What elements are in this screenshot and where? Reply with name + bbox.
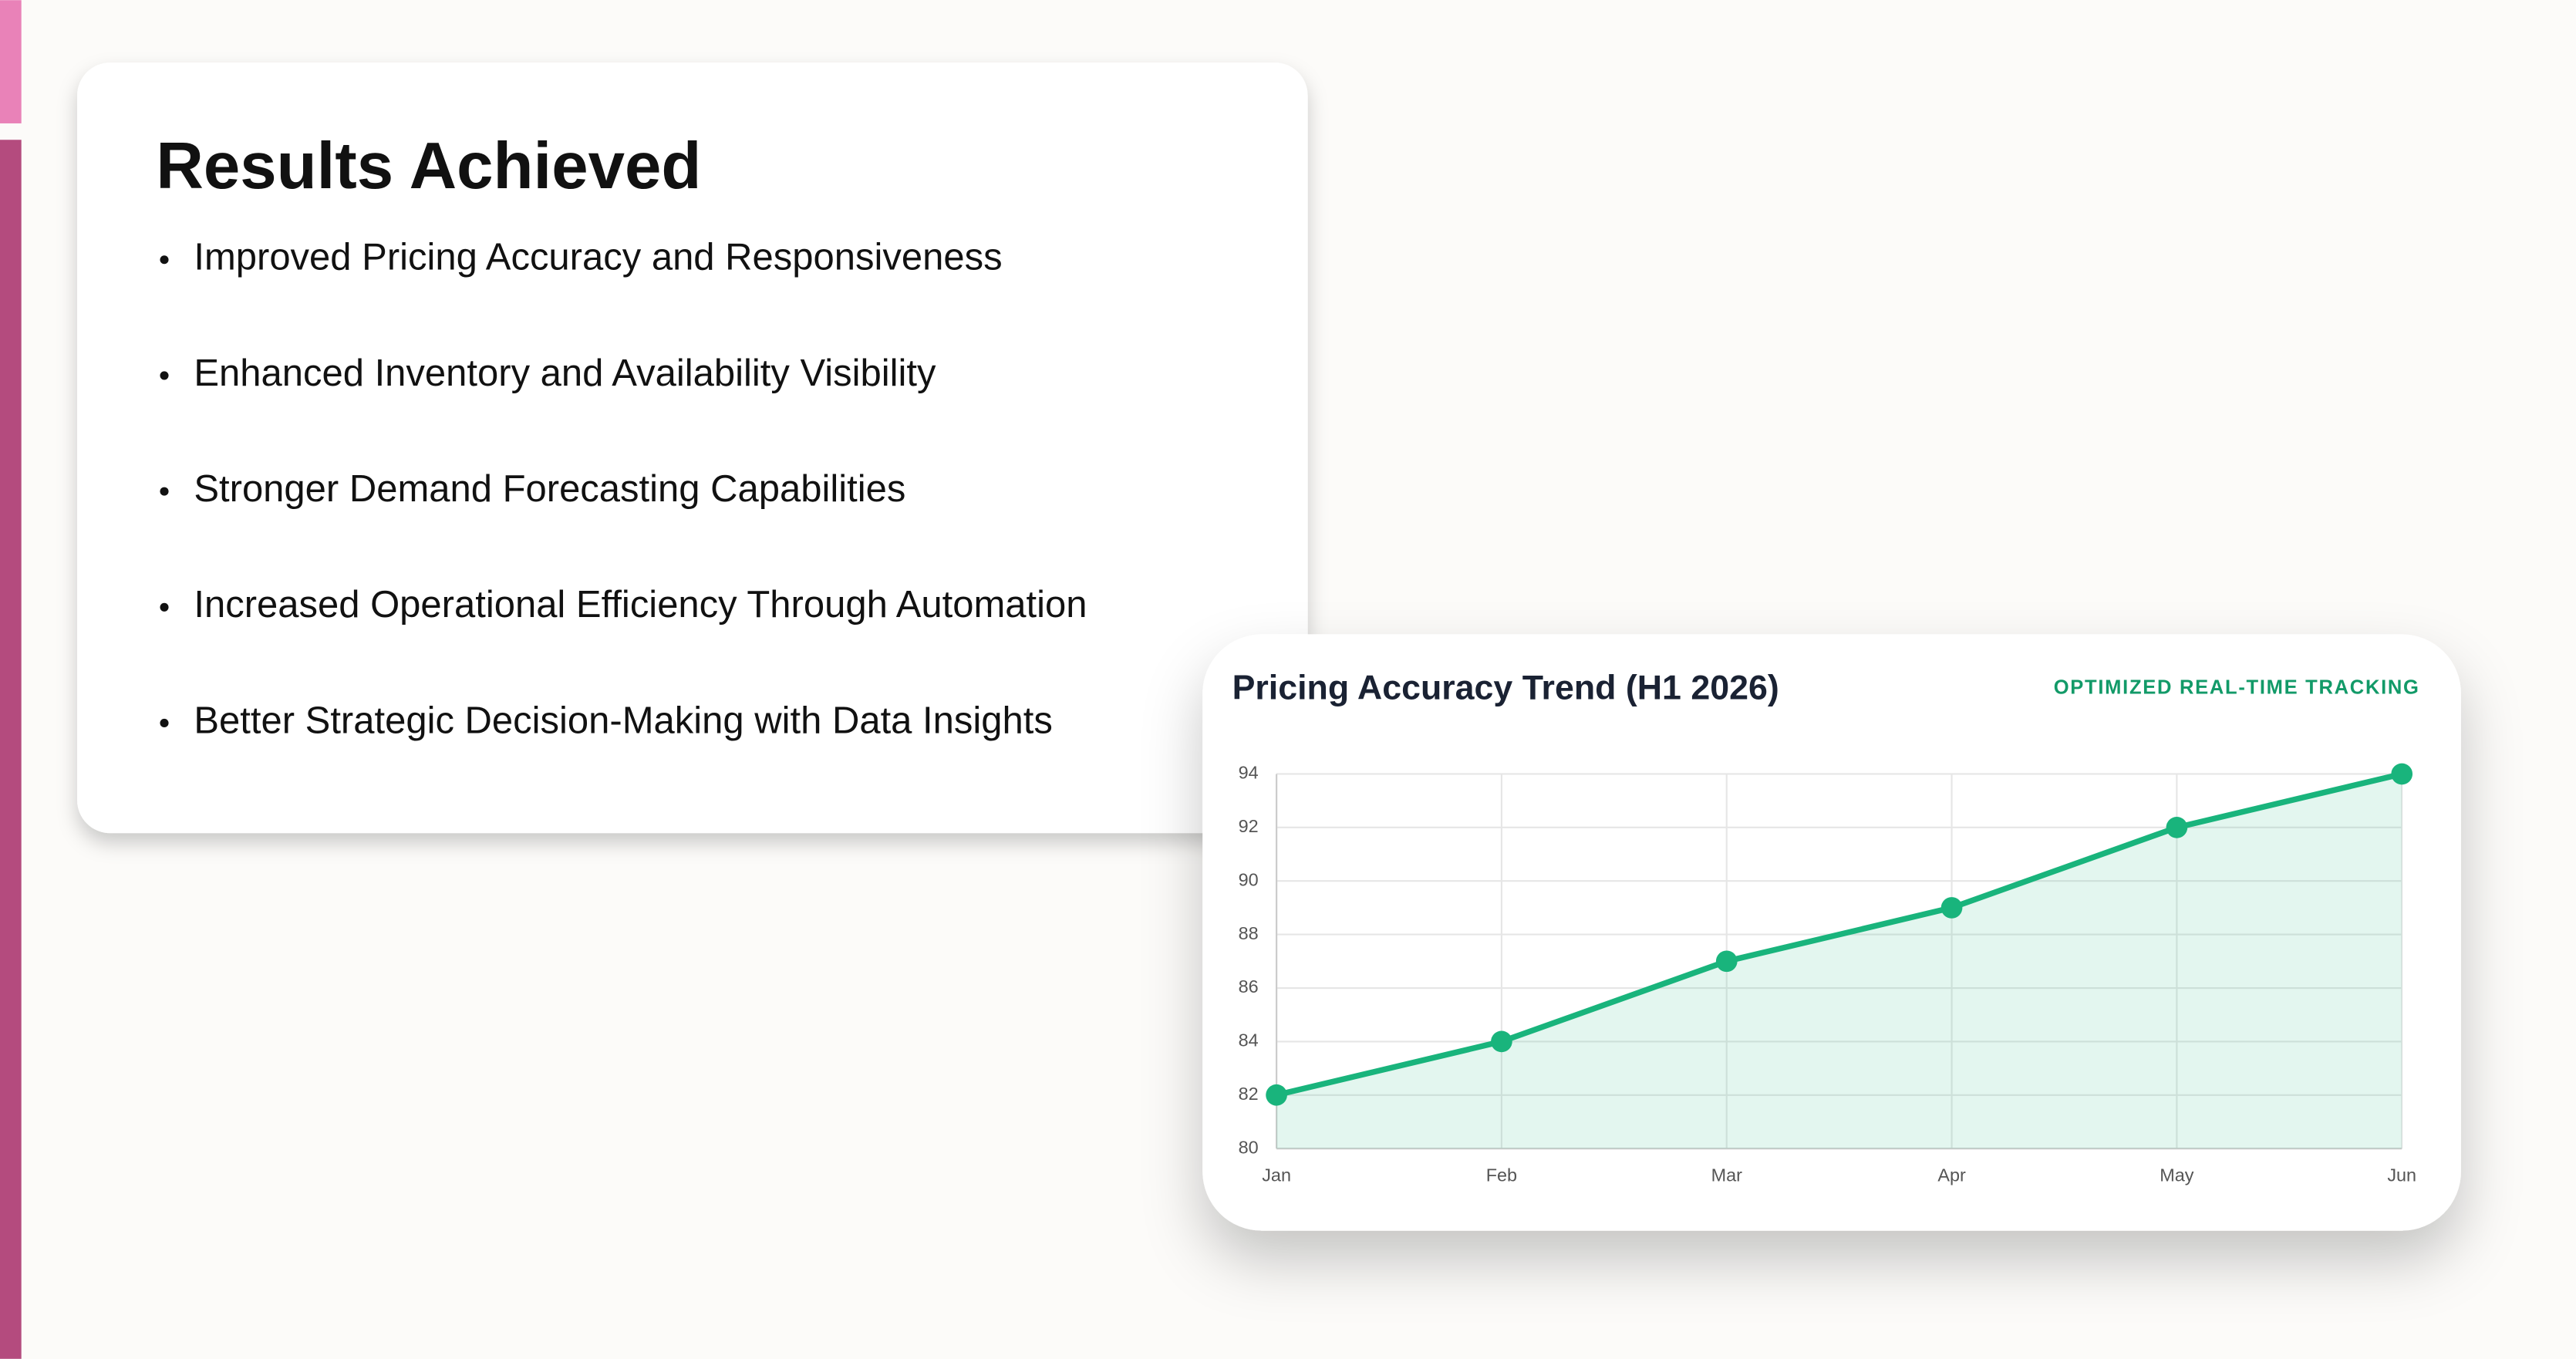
x-tick-label: Jun <box>2387 1165 2416 1185</box>
results-card <box>77 62 1308 834</box>
x-tick-label: Jan <box>1262 1165 1291 1185</box>
bullet <box>160 487 169 496</box>
point <box>1940 897 1963 919</box>
bullet <box>160 602 169 612</box>
area <box>1276 774 2402 1149</box>
chart-title: Pricing Accuracy Trend (H1 2026) <box>1232 669 1779 707</box>
y-tick-label: 90 <box>1239 869 1259 889</box>
y-tick-label: 94 <box>1239 763 1259 783</box>
bullet <box>160 255 169 265</box>
bullet <box>160 718 169 727</box>
result-item: Enhanced Inventory and Availability Visi… <box>194 352 936 394</box>
y-tick-label: 88 <box>1239 923 1259 943</box>
x-tick-label: Mar <box>1711 1165 1743 1185</box>
result-item: Increased Operational Efficiency Through… <box>194 584 1087 626</box>
bullet <box>160 371 169 380</box>
y-tick-label: 92 <box>1239 816 1259 836</box>
result-item: Stronger Demand Forecasting Capabilities <box>194 468 905 510</box>
accent-bar <box>0 0 22 123</box>
y-tick-label: 82 <box>1239 1084 1259 1104</box>
point <box>2166 817 2188 838</box>
accent-bar <box>0 140 22 1359</box>
point <box>2391 763 2413 785</box>
x-tick-label: May <box>2160 1165 2194 1185</box>
point <box>1715 950 1738 973</box>
x-tick-label: Apr <box>1937 1165 1966 1185</box>
y-tick-label: 80 <box>1239 1137 1259 1157</box>
results-list: Improved Pricing Accuracy and Responsive… <box>160 237 1087 741</box>
point <box>1266 1084 1287 1106</box>
chart-card <box>1202 634 2461 1231</box>
point <box>1491 1030 1512 1053</box>
card-title: Results Achieved <box>156 130 701 203</box>
chart-badge: OPTIMIZED REAL-TIME TRACKING <box>2054 676 2420 698</box>
result-item: Better Strategic Decision-Making with Da… <box>194 700 1053 741</box>
y-tick-label: 84 <box>1239 1030 1259 1050</box>
y-tick-label: 86 <box>1239 976 1259 996</box>
plot: 80 82 84 86 88 90 92 94 Jan Feb Mar Apr May Jun <box>1239 763 2416 1185</box>
x-tick-label: Feb <box>1486 1165 1517 1185</box>
result-item: Improved Pricing Accuracy and Responsive… <box>194 237 1002 278</box>
line <box>1276 771 2403 1098</box>
